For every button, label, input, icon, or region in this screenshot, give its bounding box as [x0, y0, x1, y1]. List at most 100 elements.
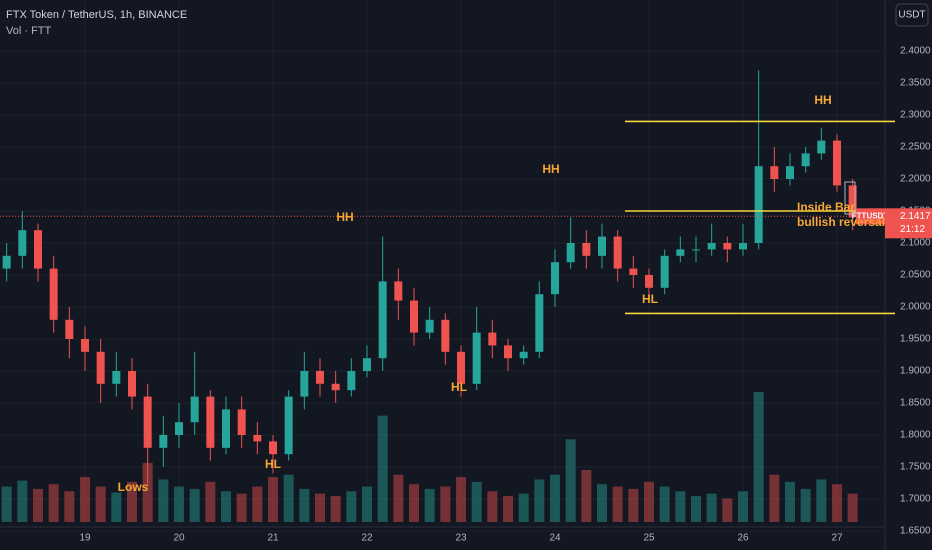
- volume-bar: [111, 492, 122, 522]
- candle-body: [801, 153, 810, 167]
- volume-bar: [738, 491, 748, 522]
- candle-body: [143, 396, 152, 448]
- volume-bar: [487, 491, 498, 522]
- y-tick-label: 2.0500: [900, 270, 931, 281]
- candle-body: [629, 268, 638, 275]
- candle-body: [833, 140, 841, 186]
- volume-bar: [377, 415, 388, 522]
- x-tick-label: 26: [737, 533, 749, 544]
- volume-bar: [189, 488, 200, 522]
- candle-body: [96, 351, 105, 384]
- candle-body: [457, 351, 465, 384]
- volume-bar: [1, 486, 12, 522]
- annotation: HL: [265, 457, 281, 471]
- candle-body: [34, 230, 42, 269]
- candle-body: [676, 249, 685, 256]
- y-tick-label: 2.2000: [900, 174, 931, 185]
- candle-body: [65, 319, 74, 339]
- volume-bar: [753, 392, 764, 522]
- candle-body: [488, 332, 497, 346]
- annotation: HL: [642, 292, 658, 306]
- candle-body: [2, 255, 11, 269]
- candle-body: [394, 281, 403, 301]
- y-tick-label: 2.3000: [900, 110, 931, 121]
- volume-bar: [440, 486, 451, 522]
- candle-body: [237, 409, 246, 435]
- volume-bar: [393, 474, 404, 522]
- annotation: Lows: [118, 480, 149, 494]
- countdown-label: 21:12: [900, 224, 925, 235]
- y-tick-label: 1.8000: [900, 430, 931, 441]
- volume-bar: [33, 488, 43, 522]
- volume-bar: [268, 477, 278, 522]
- volume-bar: [832, 484, 842, 522]
- currency-label[interactable]: USDT: [898, 10, 925, 21]
- y-tick-label: 1.8500: [900, 398, 931, 409]
- candle-body: [175, 422, 183, 435]
- volume-bar: [158, 479, 169, 522]
- candle-body: [582, 243, 591, 256]
- candle-body: [754, 166, 763, 243]
- volume-bar: [299, 488, 310, 522]
- volume-bar: [95, 486, 106, 522]
- volume-bar: [236, 493, 247, 522]
- annotation: HH: [814, 93, 831, 107]
- candle-body: [347, 371, 356, 391]
- candle-body: [49, 268, 58, 320]
- candle-body: [551, 262, 559, 295]
- volume-bar: [205, 481, 216, 522]
- volume-bar: [142, 462, 153, 522]
- x-tick-label: 22: [361, 533, 373, 544]
- volume-bar: [816, 479, 827, 522]
- volume-bar: [769, 474, 780, 522]
- y-tick-label: 2.3500: [900, 78, 931, 89]
- candle-body: [504, 345, 512, 359]
- candle-body: [331, 383, 340, 391]
- currency-button[interactable]: [895, 3, 929, 27]
- volume-bar: [315, 493, 325, 522]
- volume-bar: [424, 488, 435, 522]
- y-tick-label: 1.7000: [900, 494, 931, 505]
- price-tag: [885, 208, 932, 239]
- candle-body: [269, 441, 277, 455]
- y-tick-label: 1.7500: [900, 462, 931, 473]
- candle-body: [425, 319, 434, 333]
- candle-body: [566, 243, 575, 263]
- volume-bar: [847, 493, 858, 522]
- volume-bar: [550, 474, 560, 522]
- volume-bar: [409, 484, 419, 522]
- candle-body: [112, 371, 121, 384]
- volume-bar: [503, 496, 513, 522]
- annotation: HH: [336, 210, 353, 224]
- volume-bar: [80, 477, 90, 522]
- volume-bar: [691, 496, 701, 522]
- volume-bar: [785, 481, 795, 522]
- inside-bar-box: [844, 181, 856, 215]
- volume-bar: [628, 488, 639, 522]
- candle-body: [613, 236, 622, 269]
- volume-bar: [722, 498, 733, 522]
- candle-body: [786, 166, 794, 179]
- volume-bar: [706, 493, 717, 522]
- candle-body: [316, 371, 324, 384]
- volume-bar: [644, 481, 654, 522]
- candle-body: [363, 358, 371, 371]
- volume-bar: [330, 496, 341, 522]
- candle-body: [723, 243, 732, 250]
- volume-bar: [612, 486, 623, 522]
- volume-bar: [48, 484, 59, 522]
- candle-body: [660, 255, 669, 288]
- annotation: HH: [542, 162, 559, 176]
- candle-body: [300, 371, 309, 397]
- candle-body: [284, 396, 293, 455]
- annotation: bullish reversal: [797, 215, 885, 229]
- candle-body: [519, 351, 528, 359]
- candle-body: [159, 435, 168, 448]
- candle-body: [817, 140, 826, 154]
- volume-bar: [64, 491, 75, 522]
- candle-body: [848, 185, 857, 218]
- volume-bar: [518, 493, 529, 522]
- candle-body: [598, 236, 606, 256]
- y-tick-label: 2.2500: [900, 142, 931, 153]
- y-tick-label: 2.0000: [900, 302, 931, 313]
